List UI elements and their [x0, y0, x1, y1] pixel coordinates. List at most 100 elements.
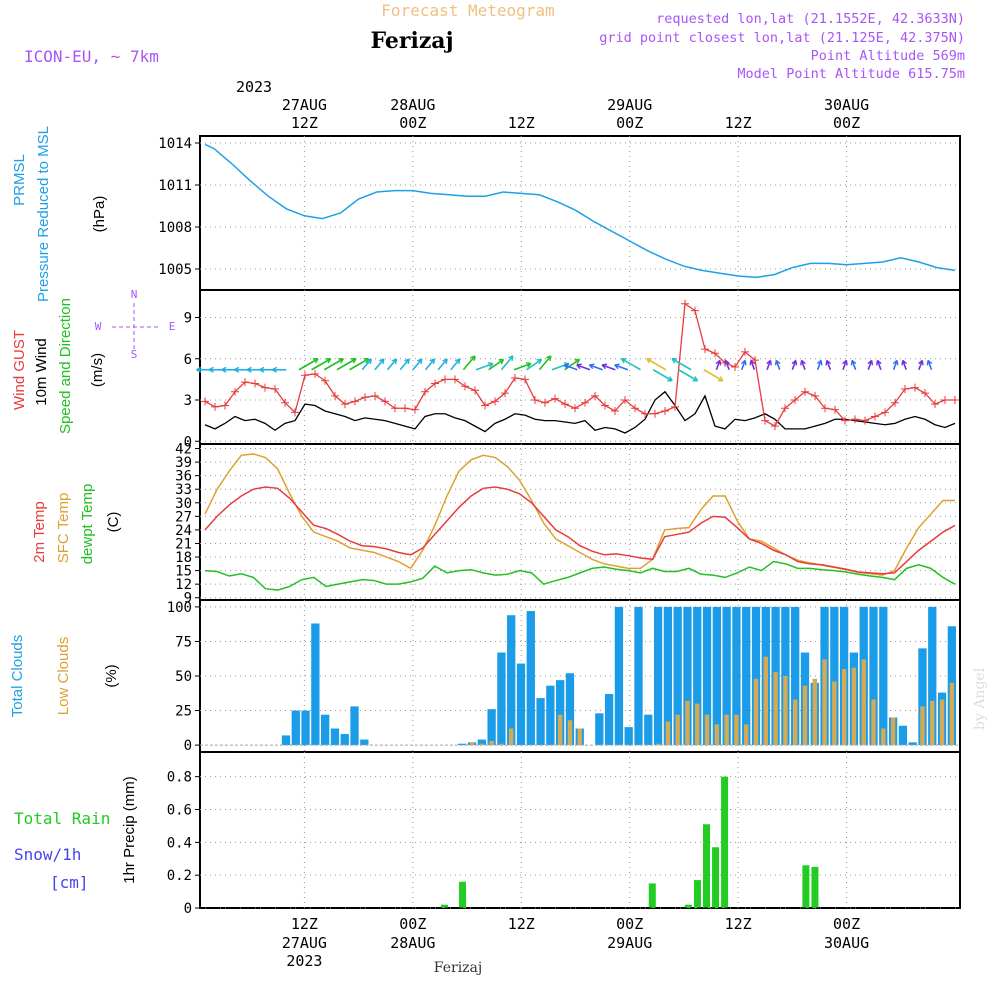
compass-s: S	[131, 348, 138, 361]
clouds-label-low: Low Clouds	[55, 637, 72, 715]
wind-gust-marker	[651, 409, 659, 418]
bottom-hour-label: 12Z	[291, 915, 318, 933]
wind-unit: (m/s)	[89, 353, 106, 387]
wind-direction-arrow	[775, 360, 781, 371]
wind-arrow-head	[614, 363, 620, 370]
y-tick-label: 9	[184, 591, 192, 607]
wind-gust-marker	[801, 387, 809, 396]
wind-arrow-head	[221, 366, 227, 373]
wind-gust-marker	[941, 396, 949, 404]
wind-gust-marker	[421, 387, 429, 396]
low-cloud-bar	[489, 740, 494, 746]
wind-direction-arrow	[361, 358, 372, 371]
wind-gust-marker	[381, 397, 389, 406]
bottom-year-label: 2023	[286, 952, 322, 970]
y-tick-label: 0	[184, 434, 192, 450]
wind-gust-marker	[591, 391, 599, 400]
wind-arrow-head	[234, 366, 240, 373]
rain-bar	[693, 880, 701, 908]
wind-arrow-head	[563, 363, 570, 370]
rain-bar	[811, 866, 819, 908]
wind-direction-arrow	[437, 358, 448, 371]
wind-arrow-head	[470, 355, 476, 362]
wind-arrow-head	[429, 358, 436, 365]
wind-direction-arrow	[842, 360, 848, 371]
bottom-date-label: 28AUG	[390, 934, 435, 952]
wind-arrow-head	[259, 366, 265, 373]
wind-gust-marker	[631, 404, 639, 413]
y-tick-label: 0	[184, 738, 192, 754]
top-date-label: 29AUG	[607, 96, 652, 114]
wind-arrow-head	[715, 359, 722, 366]
wind-direction-arrow	[791, 360, 797, 371]
y-tick-label: 24	[175, 523, 192, 539]
wind-arrow-head	[416, 358, 423, 365]
wind-direction-arrow	[766, 360, 772, 371]
wind-direction-arrow	[724, 360, 730, 371]
wind-direction-arrow	[488, 358, 504, 371]
total-cloud-bar	[360, 739, 369, 746]
precip-legend-cm: [cm]	[50, 873, 89, 892]
y-tick-label: 1005	[158, 262, 192, 278]
top-hour-label: 12Z	[508, 114, 535, 132]
wind-gust-marker	[501, 389, 509, 398]
wind-gust-marker	[531, 396, 539, 404]
wind-gust-marker	[401, 404, 409, 413]
low-cloud-bar	[665, 721, 671, 746]
top-year-label: 2023	[236, 78, 272, 96]
y-tick-label: 1014	[158, 136, 192, 152]
total-cloud-bar	[497, 652, 506, 746]
wind-arrow-head	[588, 363, 595, 370]
point-altitude: Point Altitude 569m	[811, 48, 965, 64]
wind-arrow-head	[766, 359, 772, 366]
wind-gust-marker	[201, 397, 209, 406]
wind-direction-arrow	[601, 364, 616, 371]
wind-arrow-head	[749, 359, 756, 366]
bottom-hour-label: 12Z	[508, 915, 535, 933]
y-tick-label: 50	[175, 669, 192, 685]
top-date-label: 28AUG	[390, 96, 435, 114]
total-cloud-bar	[702, 606, 712, 746]
wind-direction-arrow	[349, 358, 370, 371]
total-cloud-bar	[644, 714, 653, 746]
wind-gust-marker	[831, 405, 839, 414]
wind-direction-arrow	[652, 369, 673, 382]
wind-gust-marker	[751, 356, 759, 365]
low-cloud-bar	[939, 699, 945, 746]
wind-direction-arrow	[589, 364, 603, 371]
wind-direction-arrow	[816, 360, 822, 371]
bottom-hour-label: 00Z	[616, 915, 643, 933]
wind-gust-marker	[741, 347, 749, 356]
y-tick-label: 15	[175, 564, 192, 580]
low-cloud-bar	[704, 714, 710, 746]
low-cloud-bar	[930, 700, 935, 746]
total-cloud-bar	[526, 611, 535, 746]
low-cloud-bar	[871, 699, 876, 746]
wind-gust-marker	[221, 401, 229, 410]
wind-direction-arrow	[867, 360, 873, 371]
rain-bar	[703, 824, 711, 908]
y-tick-label: 1011	[158, 178, 192, 194]
wind-gust-marker	[701, 345, 709, 354]
wind-gust-marker	[811, 391, 819, 400]
wind-arrow-head	[404, 358, 410, 365]
wind-gust-marker	[891, 398, 899, 407]
wind-direction-arrow	[902, 360, 907, 371]
wind-gust-marker	[791, 396, 799, 404]
wind-gust-marker	[851, 415, 859, 424]
total-cloud-bar	[634, 606, 643, 746]
wind-direction-arrow	[621, 358, 641, 371]
rain-bar	[648, 883, 656, 908]
wind-arrow-head	[508, 355, 514, 362]
total-cloud-bar	[751, 606, 761, 746]
wind-arrow-head	[850, 359, 857, 366]
wind-direction-arrow	[450, 358, 461, 371]
wind-direction-arrow	[386, 358, 398, 371]
pressure-line	[204, 143, 956, 279]
top-hour-label: 12Z	[291, 114, 318, 132]
wind-gust-marker	[341, 400, 349, 409]
low-cloud-bar	[812, 678, 817, 746]
total-cloud-bar	[879, 606, 888, 746]
watermark: by Angel	[972, 667, 988, 730]
wind-direction-arrow	[800, 360, 806, 371]
